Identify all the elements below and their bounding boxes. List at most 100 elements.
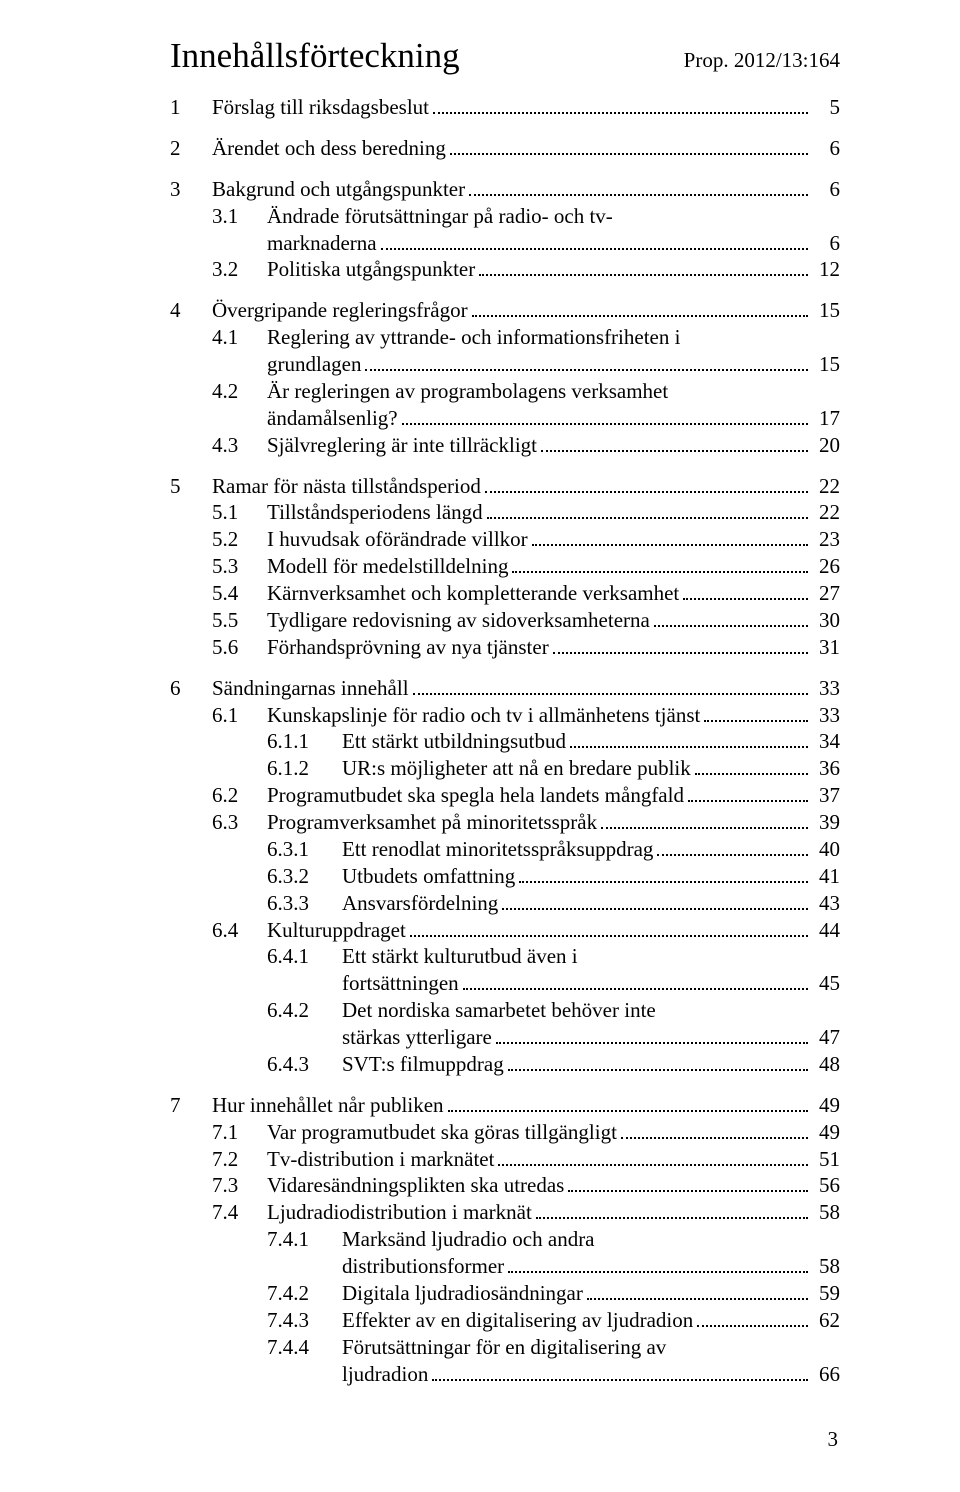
toc-entry-number: 5.2 xyxy=(212,526,267,553)
toc-entry-page: 5 xyxy=(812,94,840,121)
toc-leader xyxy=(433,94,808,114)
toc-leader xyxy=(402,405,808,425)
toc-entry-label: Var programutbudet ska göras tillgänglig… xyxy=(267,1119,617,1146)
toc-leader xyxy=(381,230,808,250)
toc-leader xyxy=(587,1280,808,1300)
toc-entry-label: Effekter av en digitalisering av ljudrad… xyxy=(342,1307,693,1334)
toc-entry-page: 36 xyxy=(812,755,840,782)
toc-entry-number: 5.3 xyxy=(212,553,267,580)
table-of-contents: 1Förslag till riksdagsbeslut52Ärendet oc… xyxy=(170,94,840,1387)
toc-leader xyxy=(410,917,808,937)
toc-entry-label: Ett stärkt utbildningsutbud xyxy=(342,728,566,755)
toc-entry: 7.4.4Förutsättningar för en digitaliseri… xyxy=(170,1334,840,1361)
toc-leader xyxy=(508,1253,808,1273)
toc-entry-number: 5 xyxy=(170,473,212,500)
toc-leader xyxy=(450,135,808,155)
toc-entry-label: Övergripande regleringsfrågor xyxy=(212,297,468,324)
toc-entry: 6.3.2Utbudets omfattning41 xyxy=(170,863,840,890)
toc-leader xyxy=(463,970,808,990)
toc-entry-label: UR:s möjligheter att nå en bredare publi… xyxy=(342,755,691,782)
toc-leader xyxy=(536,1199,808,1219)
toc-entry-number: 6.3 xyxy=(212,809,267,836)
toc-title: Innehållsförteckning xyxy=(170,36,460,76)
toc-entry-page: 33 xyxy=(812,702,840,729)
toc-entry: 6.1.1Ett stärkt utbildningsutbud34 xyxy=(170,728,840,755)
toc-entry-number: 7.4.4 xyxy=(267,1334,342,1361)
toc-entry: 5.2I huvudsak oförändrade villkor23 xyxy=(170,526,840,553)
toc-entry-label-cont: ändamålsenlig? xyxy=(267,405,398,432)
toc-entry: 5.4Kärnverksamhet och kompletterande ver… xyxy=(170,580,840,607)
toc-entry-number: 6.4.1 xyxy=(267,943,342,970)
toc-entry: 5.1Tillståndsperiodens längd22 xyxy=(170,499,840,526)
toc-entry-label: Självreglering är inte tillräckligt xyxy=(267,432,537,459)
toc-entry: 6.2Programutbudet ska spegla hela landet… xyxy=(170,782,840,809)
toc-entry-label: Förhandsprövning av nya tjänster xyxy=(267,634,549,661)
toc-entry-label-cont: distributionsformer xyxy=(342,1253,504,1280)
toc-entry: 3.1Ändrade förutsättningar på radio- och… xyxy=(170,203,840,230)
toc-entry-page: 49 xyxy=(812,1119,840,1146)
toc-entry: 7.4.1Marksänd ljudradio och andra xyxy=(170,1226,840,1253)
toc-entry-label: Utbudets omfattning xyxy=(342,863,515,890)
toc-entry-label: Tillståndsperiodens längd xyxy=(267,499,483,526)
toc-entry-label: Ändrade förutsättningar på radio- och tv… xyxy=(267,203,613,230)
toc-entry: 7Hur innehållet når publiken49 xyxy=(170,1092,840,1119)
toc-entry-page: 66 xyxy=(812,1361,840,1388)
toc-leader xyxy=(688,782,808,802)
toc-entry-number: 5.6 xyxy=(212,634,267,661)
toc-leader xyxy=(472,297,808,317)
toc-entry-label: Ett stärkt kulturutbud även i xyxy=(342,943,578,970)
toc-leader xyxy=(683,580,808,600)
toc-entry: 2Ärendet och dess beredning6 xyxy=(170,135,840,162)
toc-leader xyxy=(365,351,808,371)
toc-leader xyxy=(541,432,808,452)
toc-entry-page: 56 xyxy=(812,1172,840,1199)
toc-entry-number: 6.4.2 xyxy=(267,997,342,1024)
toc-entry-page: 39 xyxy=(812,809,840,836)
toc-entry: 4Övergripande regleringsfrågor15 xyxy=(170,297,840,324)
toc-entry-label: Modell för medelstilldelning xyxy=(267,553,508,580)
toc-entry: 7.1Var programutbudet ska göras tillgäng… xyxy=(170,1119,840,1146)
toc-entry-number: 6.3.1 xyxy=(267,836,342,863)
toc-leader xyxy=(496,1024,808,1044)
toc-entry-label: Tv-distribution i marknätet xyxy=(267,1146,494,1173)
toc-entry-number: 3.2 xyxy=(212,256,267,283)
toc-entry-number: 1 xyxy=(170,94,212,121)
toc-entry: 6.4.2Det nordiska samarbetet behöver int… xyxy=(170,997,840,1024)
toc-leader xyxy=(654,607,808,627)
toc-entry-label: Tydligare redovisning av sidoverksamhete… xyxy=(267,607,650,634)
toc-entry: 7.4Ljudradiodistribution i marknät58 xyxy=(170,1199,840,1226)
toc-entry-page: 48 xyxy=(812,1051,840,1078)
toc-entry: 7.4.3Effekter av en digitalisering av lj… xyxy=(170,1307,840,1334)
toc-entry-label: SVT:s filmuppdrag xyxy=(342,1051,504,1078)
toc-entry-label: Ljudradiodistribution i marknät xyxy=(267,1199,532,1226)
toc-entry-page: 43 xyxy=(812,890,840,917)
toc-entry-number: 4.3 xyxy=(212,432,267,459)
toc-entry-label: Förutsättningar för en digitalisering av xyxy=(342,1334,666,1361)
toc-entry-number: 7 xyxy=(170,1092,212,1119)
toc-entry-label: Marksänd ljudradio och andra xyxy=(342,1226,595,1253)
toc-entry-page: 15 xyxy=(812,351,840,378)
toc-leader xyxy=(508,1051,808,1071)
toc-leader xyxy=(469,176,808,196)
toc-entry-page: 44 xyxy=(812,917,840,944)
toc-entry-page: 58 xyxy=(812,1199,840,1226)
toc-entry: 6Sändningarnas innehåll33 xyxy=(170,675,840,702)
toc-entry-number: 4 xyxy=(170,297,212,324)
toc-leader xyxy=(657,836,808,856)
toc-entry-label: Politiska utgångspunkter xyxy=(267,256,475,283)
toc-entry-page: 33 xyxy=(812,675,840,702)
toc-entry: 7.3Vidaresändningsplikten ska utredas56 xyxy=(170,1172,840,1199)
toc-entry-number: 6.3.2 xyxy=(267,863,342,890)
toc-entry-number: 4.1 xyxy=(212,324,267,351)
toc-entry-label: Det nordiska samarbetet behöver inte xyxy=(342,997,656,1024)
toc-leader xyxy=(553,634,808,654)
toc-entry: 7.2Tv-distribution i marknätet51 xyxy=(170,1146,840,1173)
toc-entry-label: Kunskapslinje för radio och tv i allmänh… xyxy=(267,702,700,729)
toc-entry-page: 37 xyxy=(812,782,840,809)
toc-entry-number: 7.2 xyxy=(212,1146,267,1173)
toc-entry-page: 45 xyxy=(812,970,840,997)
toc-entry-label: Programverksamhet på minoritetsspråk xyxy=(267,809,597,836)
toc-entry-number: 5.4 xyxy=(212,580,267,607)
toc-entry-number: 7.4.1 xyxy=(267,1226,342,1253)
toc-entry: 3.2Politiska utgångspunkter12 xyxy=(170,256,840,283)
